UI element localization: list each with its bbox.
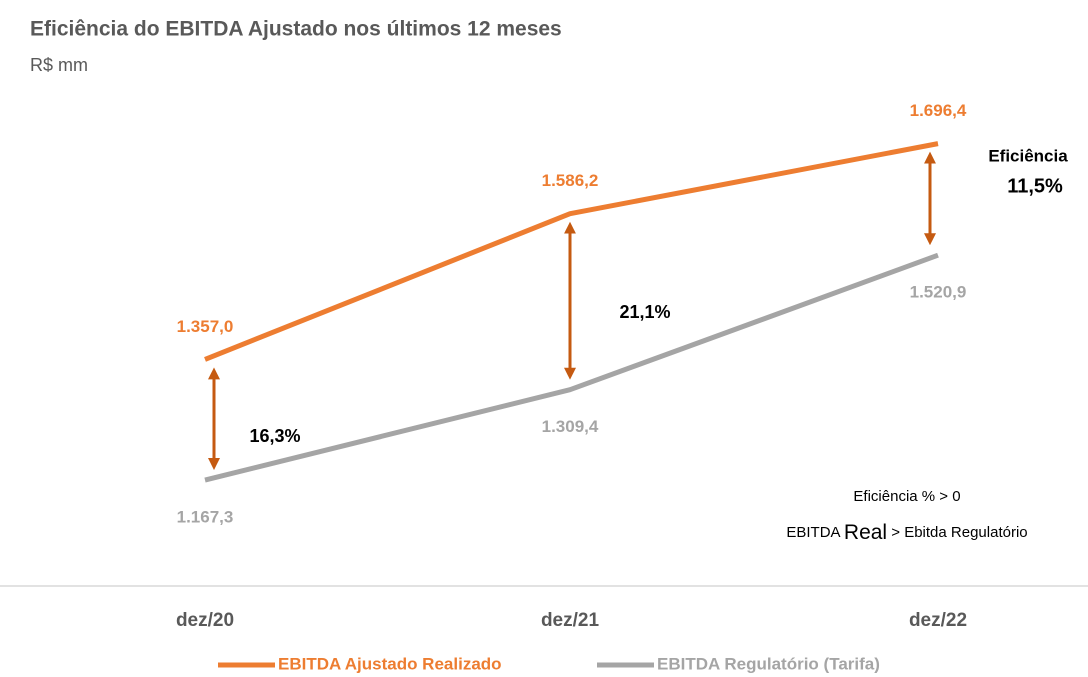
chart-title: Eficiência do EBITDA Ajustado nos último… [30, 18, 562, 41]
data-label: 1.696,4 [910, 101, 967, 120]
chart-subtitle: R$ mm [30, 55, 88, 75]
x-tick-label: dez/20 [176, 610, 234, 631]
legend-label: EBITDA Regulatório (Tarifa) [657, 654, 880, 673]
data-label: 1.167,3 [177, 508, 234, 527]
x-tick-label: dez/22 [909, 610, 967, 631]
note-part: Real [844, 521, 887, 544]
efficiency-label: 21,1% [619, 302, 670, 322]
efficiency-title: Eficiência [988, 146, 1068, 165]
legend-label: EBITDA Ajustado Realizado [278, 654, 502, 673]
data-label: 1.586,2 [542, 171, 599, 190]
note-part: > Ebitda Regulatório [887, 524, 1028, 541]
note-line: EBITDA Real > Ebitda Regulatório [786, 521, 1027, 544]
efficiency-label: 11,5% [1007, 175, 1063, 197]
x-tick-label: dez/21 [541, 610, 600, 631]
series-line [204, 252, 939, 483]
note-line: Eficiência % > 0 [853, 488, 960, 505]
data-label: 1.309,4 [542, 417, 599, 436]
efficiency-label: 16,3% [249, 426, 300, 446]
series-line [204, 141, 939, 362]
data-label: 1.520,9 [910, 283, 967, 302]
data-label: 1.357,0 [177, 317, 234, 336]
note-part: EBITDA [786, 524, 844, 541]
